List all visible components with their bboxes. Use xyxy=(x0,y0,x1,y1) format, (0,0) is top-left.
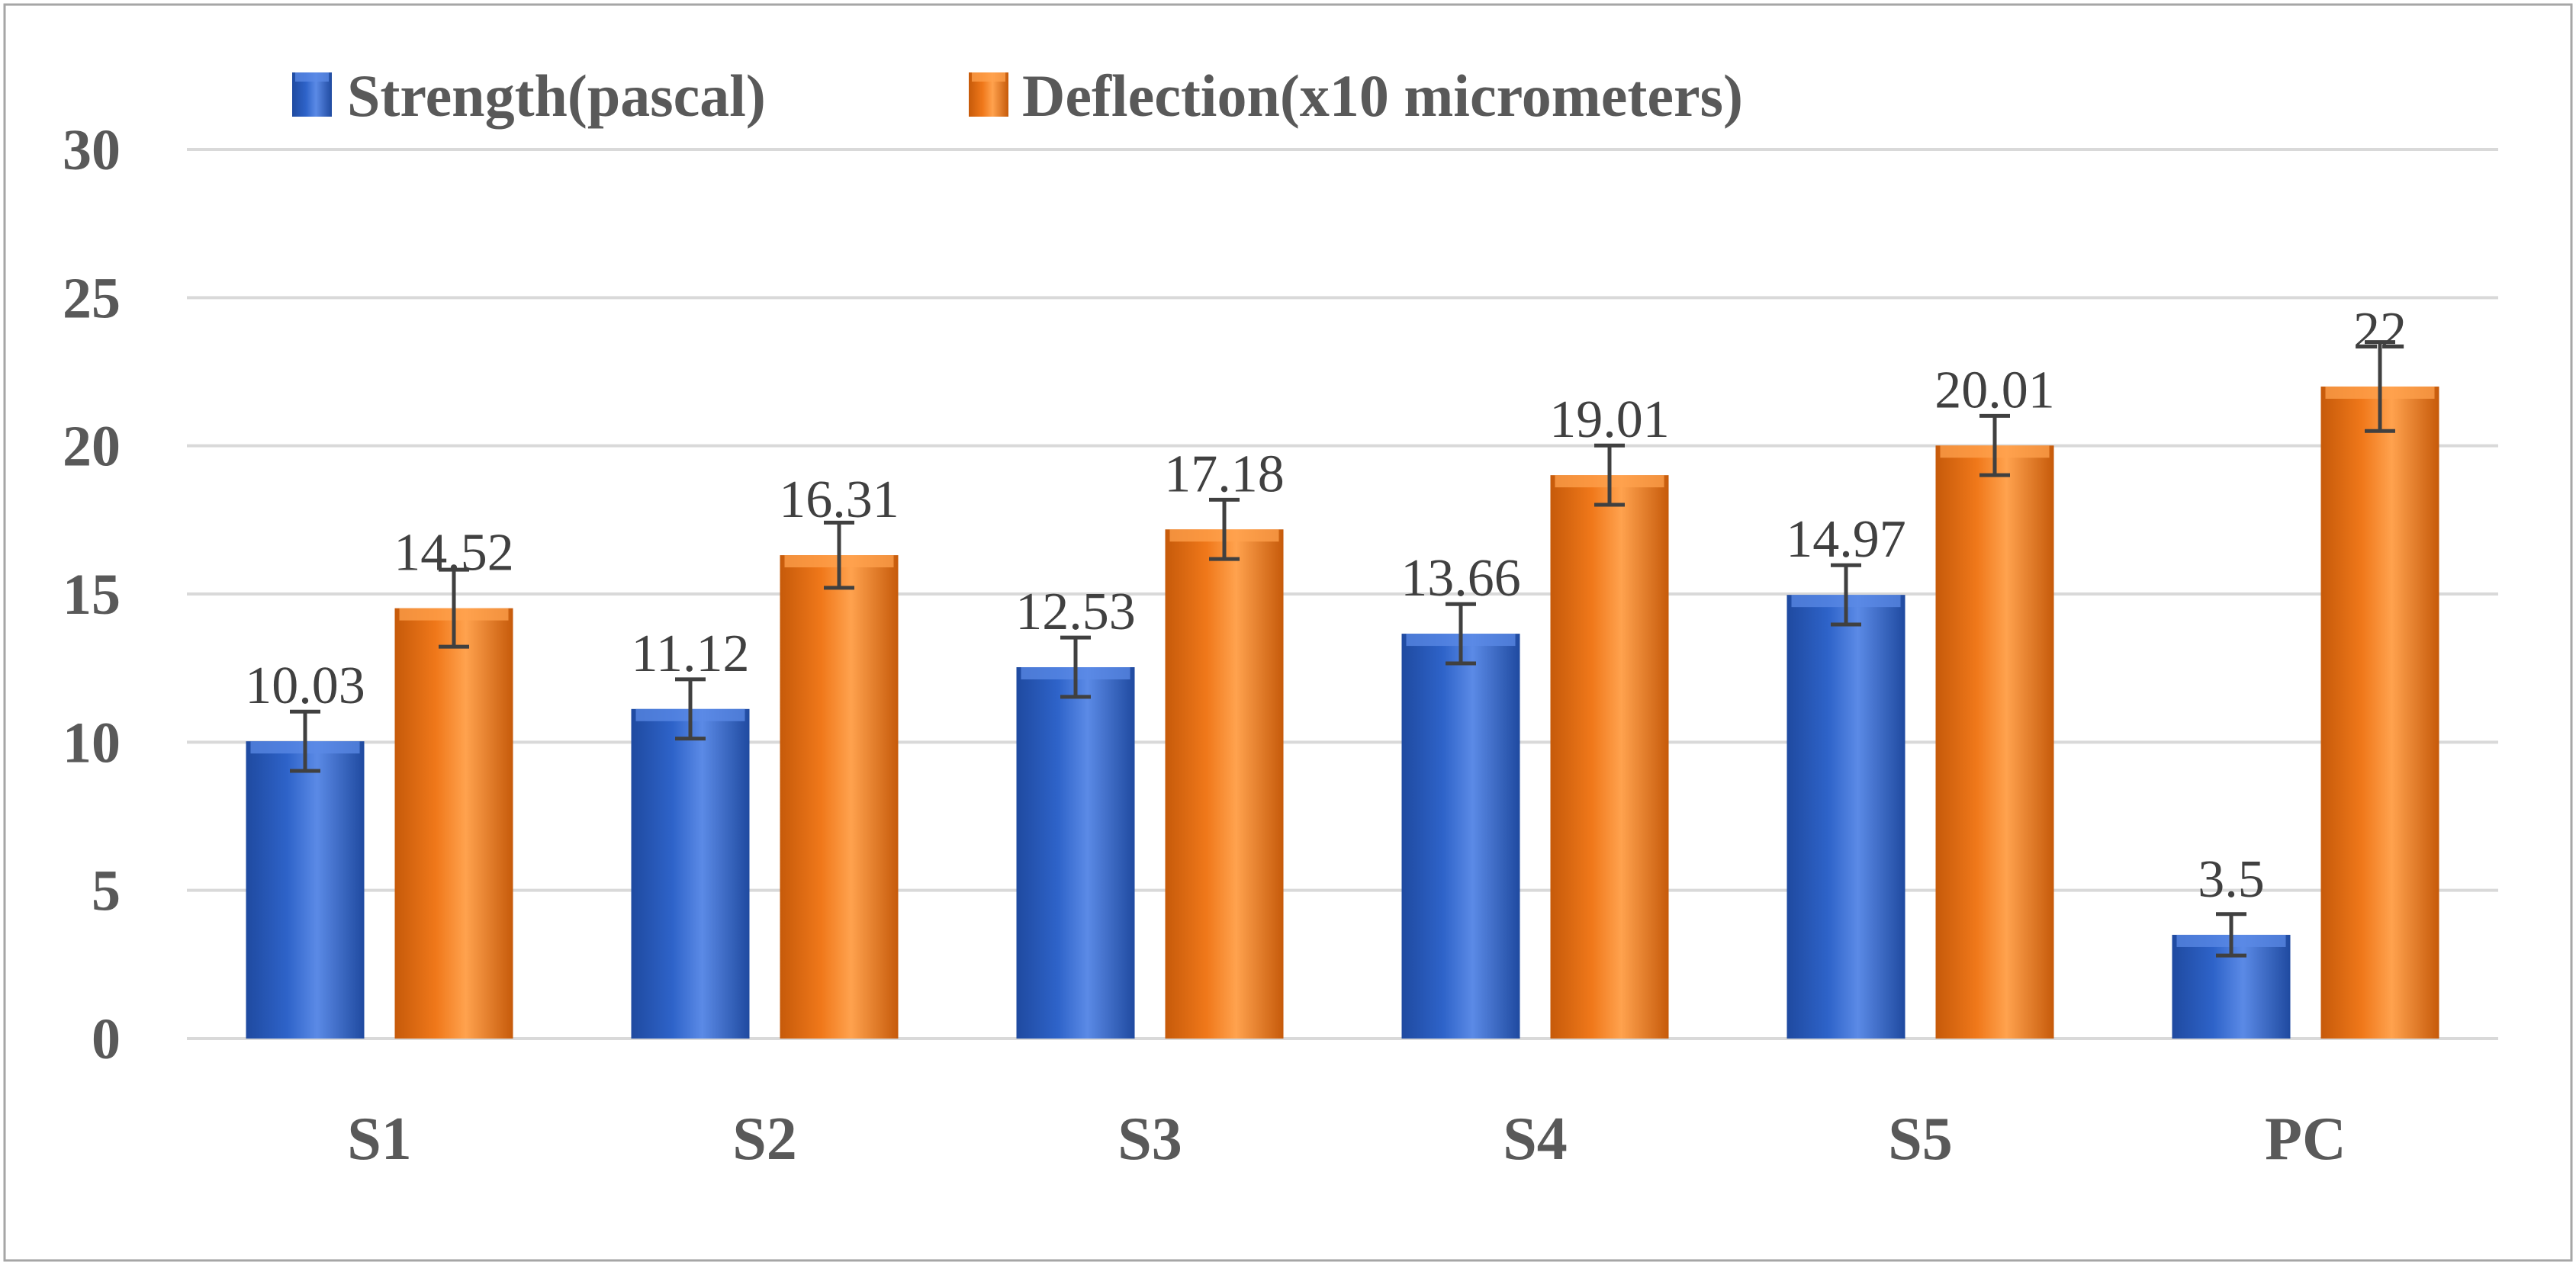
x-category-label: S1 xyxy=(347,1106,412,1173)
gridlines xyxy=(187,148,2498,1040)
legend-label: Strength(pascal) xyxy=(347,63,766,129)
x-category-label: PC xyxy=(2265,1106,2346,1173)
data-label: 14.52 xyxy=(394,524,514,583)
error-bars xyxy=(290,340,2395,958)
data-label: 12.53 xyxy=(1015,583,1136,641)
chart-frame xyxy=(3,3,2573,1262)
x-category-label: S4 xyxy=(1503,1106,1568,1173)
y-tick-label: 15 xyxy=(63,563,121,627)
data-label: 13.66 xyxy=(1401,549,1521,608)
data-labels: 10.03 14.52 11.12 16.31 12.53 17.18 13.66 19.01… xyxy=(245,302,2407,909)
x-category-label: S5 xyxy=(1888,1106,1953,1173)
bars xyxy=(246,386,2439,1039)
bar-deflection-s1 xyxy=(394,608,513,1039)
bar-deflection-s2 xyxy=(780,555,899,1039)
legend-swatch-bevel xyxy=(972,72,1005,82)
y-tick-label: 30 xyxy=(63,118,121,182)
y-tick-label: 0 xyxy=(92,1007,121,1071)
bar-strength-s4 xyxy=(1401,634,1520,1039)
data-label: 10.03 xyxy=(245,657,365,715)
data-label: 22 xyxy=(2353,302,2407,361)
data-label: 14.97 xyxy=(1786,510,1906,569)
y-axis-ticks: 0 5 10 15 20 25 30 xyxy=(63,118,121,1071)
bar-strength-s2 xyxy=(631,708,750,1039)
data-label: 11.12 xyxy=(632,624,750,683)
data-label: 16.31 xyxy=(779,470,899,529)
legend-item-deflection: Deflection(x10 micrometers) xyxy=(969,63,1743,129)
y-tick-label: 10 xyxy=(63,711,121,775)
bar-deflection-pc xyxy=(2320,386,2439,1039)
legend-label: Deflection(x10 micrometers) xyxy=(1022,63,1743,129)
y-tick-label: 20 xyxy=(63,415,121,479)
data-label: 17.18 xyxy=(1164,445,1285,503)
bar-strength-s3 xyxy=(1016,667,1135,1039)
x-category-label: S3 xyxy=(1118,1106,1182,1173)
y-tick-label: 25 xyxy=(63,266,121,330)
x-category-label: S2 xyxy=(732,1106,797,1173)
bar-deflection-s4 xyxy=(1550,475,1669,1039)
y-tick-label: 5 xyxy=(92,859,121,923)
legend-swatch-bevel xyxy=(295,72,329,82)
legend-item-strength: Strength(pascal) xyxy=(292,63,766,129)
bar-strength-s5 xyxy=(1786,595,1905,1039)
data-label: 3.5 xyxy=(2198,850,2265,909)
data-label: 20.01 xyxy=(1934,361,2055,419)
bar-strength-s1 xyxy=(246,741,365,1039)
x-axis-categories: S1 S2 S3 S4 S5 PC xyxy=(347,1106,2346,1173)
bar-deflection-s5 xyxy=(1935,445,2054,1039)
data-label: 19.01 xyxy=(1549,390,1670,449)
legend: Strength(pascal) Deflection(x10 micromete… xyxy=(292,63,1743,129)
bar-deflection-s3 xyxy=(1165,529,1284,1039)
